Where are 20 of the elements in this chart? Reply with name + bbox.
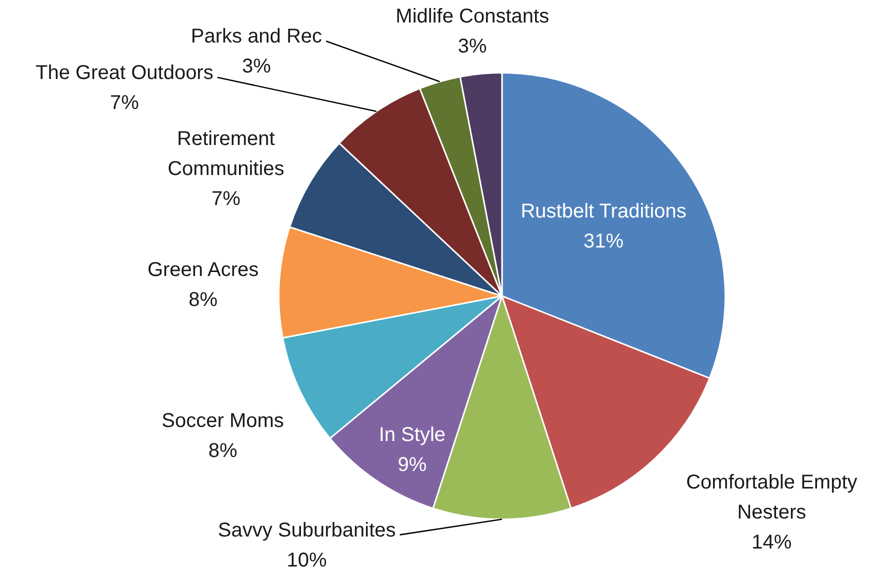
- slice-label: Rustbelt Traditions: [520, 200, 686, 222]
- slice-label: Retirement Communities: [168, 128, 284, 180]
- data-label: 8%: [188, 289, 218, 312]
- data-label: 31%: [584, 230, 624, 252]
- slice-label: Midlife Constants: [396, 6, 550, 28]
- data-label: 7%: [211, 188, 241, 210]
- slice-label: Comfortable Empty Nesters: [686, 471, 858, 524]
- data-label: 8%: [208, 440, 238, 462]
- slice-label: Soccer Moms: [162, 410, 284, 432]
- data-label: 3%: [242, 56, 272, 78]
- slice-label: In Style: [378, 424, 446, 446]
- data-label: 3%: [458, 36, 488, 58]
- data-label: 10%: [286, 549, 328, 572]
- data-label: 7%: [110, 92, 140, 114]
- slice-label: Parks and Rec: [190, 26, 322, 48]
- slice-label: Green Acres: [147, 259, 259, 282]
- data-label: 9%: [398, 454, 427, 476]
- data-label: 14%: [752, 531, 792, 554]
- slice-label: The Great Outdoors: [35, 62, 214, 84]
- slice-label: Savvy Suburbanites: [218, 519, 396, 542]
